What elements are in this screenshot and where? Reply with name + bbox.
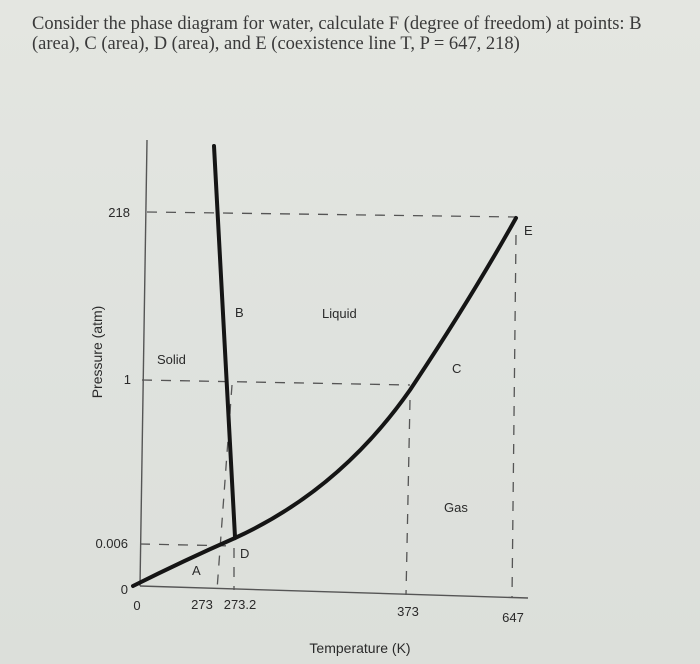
point-a-label: A xyxy=(192,563,201,578)
question-text: Consider the phase diagram for water, ca… xyxy=(32,14,642,54)
y-tick-218: 218 xyxy=(108,205,130,220)
x-tick-0: 0 xyxy=(133,598,140,613)
y-axis-label: Pressure (atm) xyxy=(89,306,105,399)
x-tick-273-2: 273.2 xyxy=(224,597,257,612)
y-tick-0.006: 0.006 xyxy=(95,536,128,551)
x-tick-273: 273 xyxy=(191,597,213,612)
x-axis xyxy=(139,585,529,599)
liquid-gas-boundary xyxy=(233,216,518,540)
x-tick-647: 647 xyxy=(502,610,524,625)
region-liquid-label: Liquid xyxy=(322,306,357,321)
point-b-label: B xyxy=(235,305,244,320)
point-e-label: E xyxy=(524,223,533,238)
x-axis-label: Temperature (K) xyxy=(309,640,410,656)
solid-gas-boundary xyxy=(131,536,237,588)
point-d-label: D xyxy=(240,546,249,561)
y-axis xyxy=(139,139,148,587)
y-tick-0: 0 xyxy=(121,582,128,597)
guide-lines xyxy=(139,211,517,599)
point-c-label: C xyxy=(452,361,461,376)
y-tick-1: 1 xyxy=(124,372,131,387)
region-gas-label: Gas xyxy=(444,500,468,515)
phase-boundaries xyxy=(131,144,518,588)
region-solid-label: Solid xyxy=(157,352,186,367)
x-tick-373: 373 xyxy=(397,604,419,619)
solid-liquid-boundary xyxy=(212,144,237,539)
